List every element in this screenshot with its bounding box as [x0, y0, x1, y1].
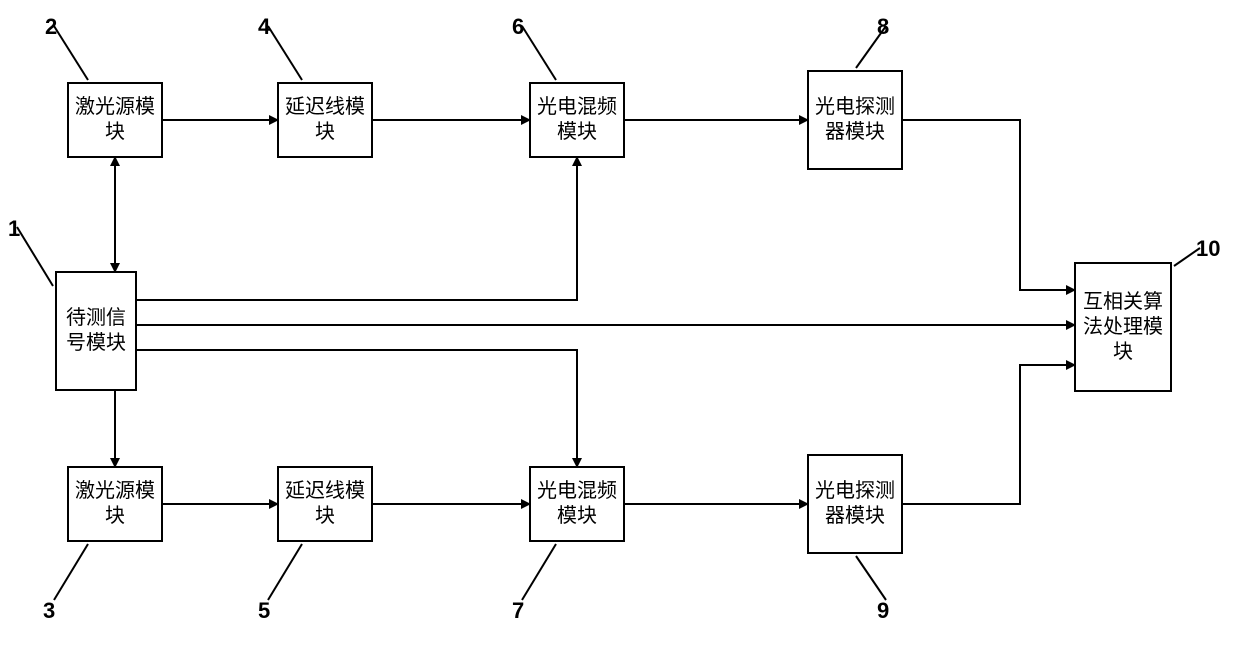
- block-n8: 光电探测器模块: [807, 70, 903, 170]
- callout-label-c6: 6: [512, 14, 524, 40]
- block-n1: 待测信号模块: [55, 271, 137, 391]
- callout-line-c1: [17, 227, 53, 286]
- callout-label-c9: 9: [877, 598, 889, 624]
- block-label: 激光源模块: [73, 479, 157, 529]
- block-label: 光电探测器模块: [813, 479, 897, 529]
- arrow-n9-n10: [903, 365, 1074, 504]
- callout-label-c4: 4: [258, 14, 270, 40]
- block-n6: 光电混频模块: [529, 82, 625, 158]
- block-label: 待测信号模块: [61, 306, 131, 356]
- callout-label-c1: 1: [8, 216, 20, 242]
- arrow-n8-n10: [903, 120, 1074, 290]
- callout-line-c5: [268, 544, 302, 600]
- block-n5: 延迟线模块: [277, 466, 373, 542]
- block-n3: 激光源模块: [67, 466, 163, 542]
- callout-label-c8: 8: [877, 14, 889, 40]
- arrow-n1-n6: [137, 158, 577, 300]
- block-n10: 互相关算法处理模块: [1074, 262, 1172, 392]
- arrow-n1-n7: [137, 350, 577, 466]
- block-label: 光电混频模块: [535, 479, 619, 529]
- block-n2: 激光源模块: [67, 82, 163, 158]
- block-n9: 光电探测器模块: [807, 454, 903, 554]
- callout-line-c9: [856, 556, 886, 600]
- callout-label-c10: 10: [1196, 236, 1220, 262]
- callout-line-c3: [54, 544, 88, 600]
- callout-label-c3: 3: [43, 598, 55, 624]
- callout-label-c5: 5: [258, 598, 270, 624]
- block-label: 延迟线模块: [283, 479, 367, 529]
- callout-line-c7: [522, 544, 556, 600]
- block-n4: 延迟线模块: [277, 82, 373, 158]
- callout-label-c2: 2: [45, 14, 57, 40]
- block-label: 光电探测器模块: [813, 95, 897, 145]
- callout-line-c4: [268, 26, 302, 80]
- block-label: 激光源模块: [73, 95, 157, 145]
- block-label: 光电混频模块: [535, 95, 619, 145]
- callout-label-c7: 7: [512, 598, 524, 624]
- callout-line-c2: [54, 26, 88, 80]
- block-n7: 光电混频模块: [529, 466, 625, 542]
- block-label: 互相关算法处理模块: [1080, 290, 1166, 365]
- callout-line-c6: [522, 26, 556, 80]
- block-label: 延迟线模块: [283, 95, 367, 145]
